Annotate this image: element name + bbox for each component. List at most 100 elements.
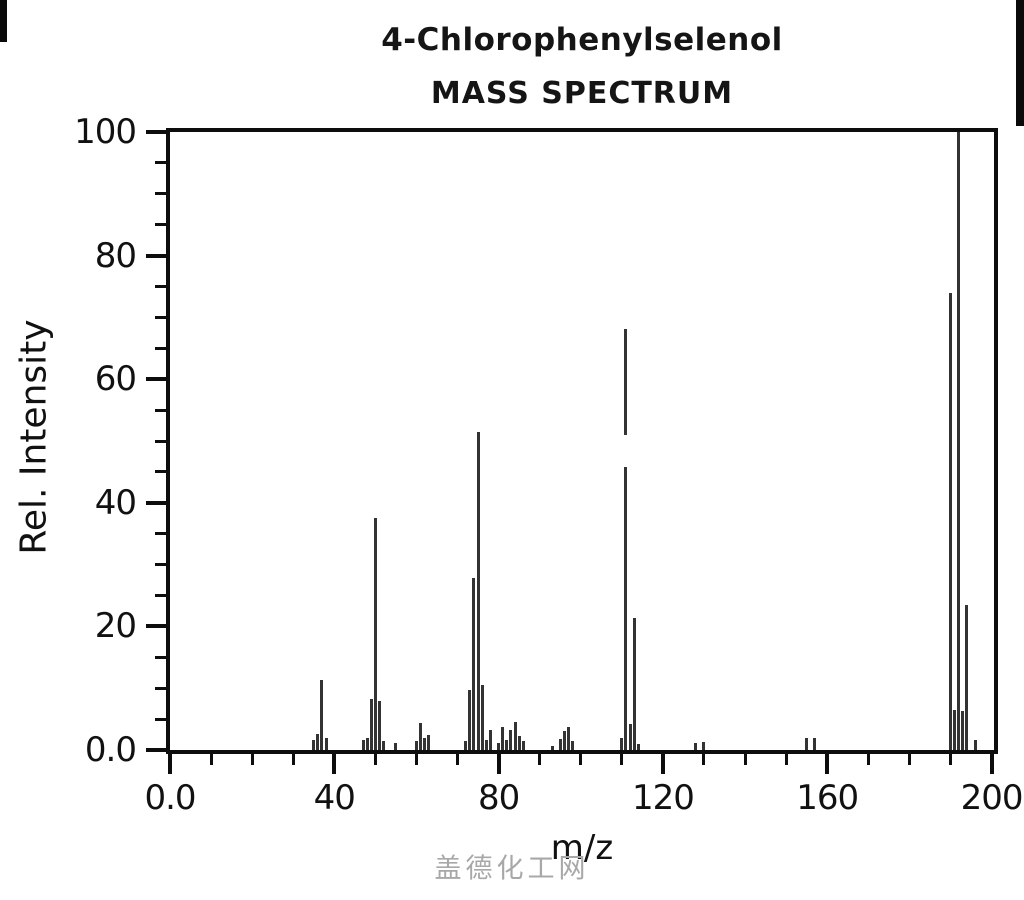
- spectrum-peak: [694, 743, 698, 750]
- spectrum-peak: [513, 721, 517, 750]
- x-minor-tick: [866, 754, 870, 765]
- x-minor-tick: [209, 754, 213, 765]
- spectrum-peak: [965, 604, 969, 750]
- x-minor-tick: [743, 754, 747, 765]
- spectrum-peak: [369, 698, 373, 750]
- y-major-tick: [146, 377, 166, 382]
- spectrum-peak: [620, 738, 624, 750]
- y-minor-tick: [155, 315, 166, 319]
- y-major-tick: [146, 624, 166, 629]
- x-minor-tick: [373, 754, 377, 765]
- scan-edge-artifact: [1016, 0, 1024, 126]
- y-minor-tick: [155, 594, 166, 597]
- x-tick-label: 160: [796, 778, 859, 818]
- x-major-tick: [989, 754, 994, 774]
- scan-edge-artifact: [0, 0, 7, 42]
- x-tick-label: 120: [631, 778, 695, 818]
- y-minor-tick: [155, 439, 166, 443]
- x-tick-label: 40: [313, 778, 356, 818]
- y-major-tick: [146, 500, 166, 505]
- spectrum-peak: [624, 329, 628, 750]
- spectrum-peak: [472, 577, 476, 750]
- peak-gap-artifact: [621, 434, 631, 467]
- spectrum-peak: [497, 742, 501, 750]
- y-minor-tick: [155, 346, 166, 350]
- spectrum-peak: [632, 618, 636, 750]
- spectrum-peak: [320, 679, 324, 750]
- spectrum-peak: [488, 729, 492, 750]
- x-minor-tick: [579, 754, 583, 765]
- y-axis-title: Rel. Intensity: [13, 319, 55, 555]
- spectrum-peak: [813, 737, 817, 750]
- x-minor-tick: [907, 754, 911, 765]
- y-minor-tick: [155, 470, 166, 474]
- y-minor-tick: [155, 192, 166, 196]
- y-major-tick: [146, 748, 166, 752]
- spectrum-subtitle: MASS SPECTRUM: [430, 76, 734, 111]
- spectrum-peak: [628, 724, 632, 750]
- y-major-tick: [146, 130, 166, 134]
- y-minor-tick: [155, 717, 166, 721]
- spectrum-peak: [636, 744, 640, 750]
- y-major-tick: [146, 253, 166, 258]
- spectrum-peak: [427, 735, 431, 750]
- y-tick-label: 100: [74, 112, 137, 152]
- spectrum-peak: [312, 739, 316, 750]
- spectrum-peak: [953, 709, 957, 750]
- spectrum-peak: [377, 700, 381, 750]
- compound-title: 4-Chlorophenylselenol: [381, 22, 783, 58]
- x-minor-tick: [291, 754, 295, 765]
- x-minor-tick: [250, 754, 254, 765]
- spectrum-peak: [517, 736, 521, 750]
- spectrum-peak: [480, 685, 484, 750]
- x-minor-tick: [702, 754, 706, 765]
- spectrum-peak: [702, 741, 706, 750]
- watermark-text: 盖德化工网: [434, 853, 590, 885]
- spectrum-peak: [948, 292, 952, 750]
- spectrum-peak: [468, 690, 472, 750]
- x-axis-title: m/z: [550, 828, 614, 868]
- y-tick-label: 20: [94, 606, 137, 647]
- spectrum-peak: [558, 738, 562, 750]
- spectrum-peak: [464, 740, 468, 750]
- spectrum-peak: [957, 132, 961, 750]
- spectrum-peak: [961, 711, 965, 750]
- spectrum-peak: [394, 742, 398, 750]
- spectrum-peak: [509, 729, 513, 750]
- x-minor-tick: [538, 754, 542, 765]
- x-minor-tick: [620, 754, 624, 765]
- spectrum-peak: [566, 726, 570, 750]
- x-tick-label: 80: [477, 778, 520, 818]
- spectrum-peak: [414, 740, 418, 750]
- x-minor-tick: [784, 754, 788, 765]
- spectrum-peak: [501, 727, 505, 750]
- x-tick-label: 0.0: [144, 778, 196, 818]
- y-minor-tick: [155, 563, 166, 567]
- y-tick-label: 60: [94, 359, 137, 400]
- x-minor-tick: [948, 754, 952, 765]
- spectrum-peak: [476, 432, 480, 750]
- y-minor-tick: [155, 223, 166, 227]
- spectrum-peak: [324, 737, 328, 750]
- spectrum-peak: [365, 737, 369, 750]
- y-minor-tick: [155, 686, 166, 690]
- spectrum-peak: [505, 739, 509, 750]
- spectrum-peak: [550, 746, 554, 750]
- y-tick-label: 0.0: [84, 730, 137, 770]
- spectrum-peak: [562, 731, 566, 750]
- plot-area: 0.0 40 80 120 160 200 0.0 20 40 60 80 100: [74, 112, 1023, 818]
- spectrum-peak: [316, 733, 320, 750]
- spectrum-peak: [373, 518, 377, 750]
- spectrum-peak: [484, 739, 488, 750]
- y-tick-label: 80: [94, 235, 137, 276]
- spectrum-peak: [423, 737, 427, 750]
- x-major-tick: [660, 754, 665, 774]
- spectrum-peak: [419, 723, 423, 750]
- spectrum-peak: [973, 740, 977, 750]
- y-minor-tick: [155, 285, 166, 288]
- y-minor-tick: [155, 408, 166, 412]
- x-minor-tick: [456, 754, 460, 765]
- x-major-tick: [825, 754, 830, 774]
- spectrum-peak: [571, 741, 575, 750]
